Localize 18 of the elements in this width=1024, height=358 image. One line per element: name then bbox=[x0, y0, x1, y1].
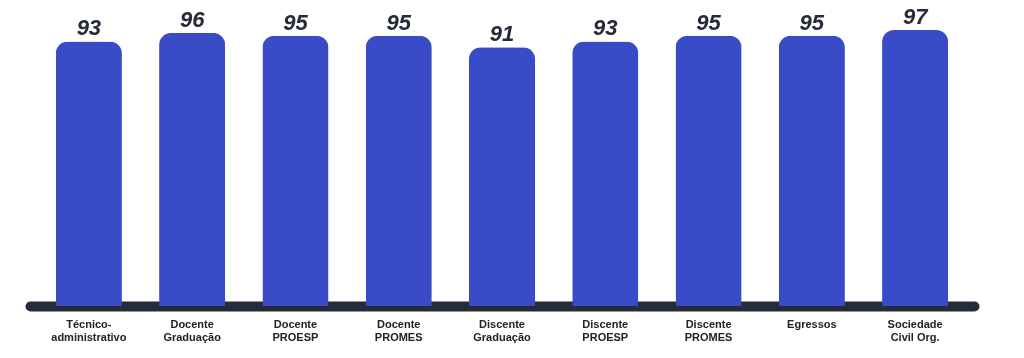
x-tick-label: Discente PROESP bbox=[582, 317, 629, 343]
data-label: 91 bbox=[489, 21, 515, 47]
x-tick-label: Discente PROMES bbox=[684, 317, 733, 343]
data-label: 95 bbox=[386, 9, 412, 35]
data-label: 93 bbox=[76, 15, 102, 41]
data-label: 95 bbox=[696, 9, 722, 35]
data-label: 95 bbox=[799, 9, 825, 35]
x-tick-label: Docente PROESP bbox=[272, 317, 319, 343]
data-label: 95 bbox=[283, 9, 309, 35]
x-tick-label: Egressos bbox=[787, 317, 837, 330]
data-label: 93 bbox=[593, 15, 618, 41]
x-tick-label: Discente Graduação bbox=[473, 317, 532, 343]
data-label: 96 bbox=[179, 6, 206, 32]
data-label: 97 bbox=[902, 4, 930, 30]
x-tick-label: Sociedade Civil Org. bbox=[887, 317, 943, 343]
x-tick-label: Docente PROMES bbox=[374, 317, 423, 343]
x-tick-label: Técnico- administrativo bbox=[51, 317, 127, 343]
x-tick-label: Docente Graduação bbox=[163, 317, 222, 343]
